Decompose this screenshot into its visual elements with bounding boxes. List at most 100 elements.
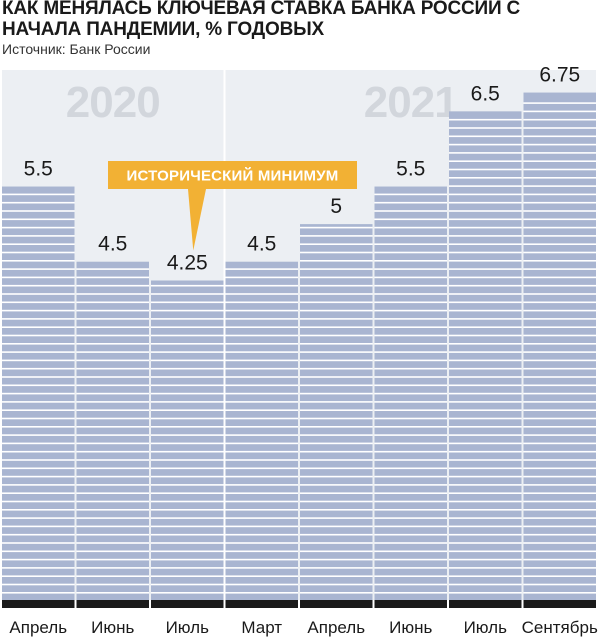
bar-2-stripe bbox=[76, 575, 149, 577]
bar-7-stripe bbox=[449, 226, 522, 229]
bar-1-stripe bbox=[2, 359, 75, 362]
bar-7-stripe bbox=[449, 459, 522, 461]
bar-4-stripe bbox=[225, 517, 298, 519]
baseline-segment-1 bbox=[2, 600, 75, 608]
bar-3-stripe bbox=[151, 392, 224, 395]
bar-3-stripe bbox=[151, 575, 224, 577]
bar-7-stripe bbox=[449, 243, 522, 245]
value-label-8: 6.75 bbox=[539, 64, 580, 87]
bar-2-stripe bbox=[76, 351, 149, 353]
bar-6-stripe bbox=[374, 525, 447, 528]
bar-6-stripe bbox=[374, 409, 447, 411]
bar-5-stripe bbox=[300, 359, 373, 362]
bar-5-stripe bbox=[300, 367, 373, 370]
bar-7-stripe bbox=[449, 251, 522, 254]
bar-8-stripe bbox=[523, 143, 596, 146]
bar-4-stripe bbox=[225, 583, 298, 586]
bar-1-stripe bbox=[2, 459, 75, 461]
baseline-segment-3 bbox=[151, 600, 224, 608]
bar-1-stripe bbox=[2, 301, 75, 304]
bar-7-stripe bbox=[449, 542, 522, 544]
bar-1-stripe bbox=[2, 525, 75, 528]
category-label-1: Апрель bbox=[9, 618, 67, 637]
bar-4-stripe bbox=[225, 426, 298, 428]
bar-8-stripe bbox=[523, 450, 596, 453]
bar-3-stripe bbox=[151, 293, 224, 295]
bar-4-stripe bbox=[225, 351, 298, 353]
bar-8-stripe bbox=[523, 558, 596, 561]
bar-1-stripe bbox=[2, 260, 75, 262]
bar-8 bbox=[523, 92, 596, 600]
bar-5-stripe bbox=[300, 243, 373, 245]
bar-8-stripe bbox=[523, 177, 596, 179]
bar-2-stripe bbox=[76, 376, 149, 378]
bar-1-stripe bbox=[2, 500, 75, 503]
bar-1-stripe bbox=[2, 484, 75, 486]
bar-8-stripe bbox=[523, 218, 596, 221]
bar-2-stripe bbox=[76, 517, 149, 519]
bar-7-stripe bbox=[449, 351, 522, 353]
bar-1-stripe bbox=[2, 475, 75, 478]
bar-6-stripe bbox=[374, 533, 447, 536]
bar-3-stripe bbox=[151, 459, 224, 461]
bar-5-stripe bbox=[300, 475, 373, 478]
bar-7-stripe bbox=[449, 143, 522, 146]
bar-5-stripe bbox=[300, 293, 373, 295]
bar-6-stripe bbox=[374, 417, 447, 420]
bar-4-stripe bbox=[225, 392, 298, 395]
bar-3-stripe bbox=[151, 309, 224, 312]
bar-6-stripe bbox=[374, 558, 447, 561]
bar-8-stripe bbox=[523, 118, 596, 121]
bar-1-stripe bbox=[2, 467, 75, 470]
baseline-segment-8 bbox=[523, 600, 596, 608]
bar-4-stripe bbox=[225, 276, 298, 279]
bar-8-stripe bbox=[523, 334, 596, 337]
bar-8-stripe bbox=[523, 326, 596, 328]
bar-8-stripe bbox=[523, 550, 596, 553]
bar-4-stripe bbox=[225, 459, 298, 461]
bar-2-stripe bbox=[76, 309, 149, 312]
bar-8-stripe bbox=[523, 251, 596, 254]
bar-3-stripe bbox=[151, 492, 224, 494]
bar-8-stripe bbox=[523, 417, 596, 420]
bar-4-stripe bbox=[225, 575, 298, 577]
callout-box bbox=[108, 161, 357, 189]
bar-3-stripe bbox=[151, 401, 224, 403]
bar-4-stripe bbox=[225, 326, 298, 328]
bar-1-stripe bbox=[2, 235, 75, 237]
category-label-8: Сентябрь bbox=[522, 618, 598, 637]
bar-1-stripe bbox=[2, 268, 75, 270]
bar-2-stripe bbox=[76, 533, 149, 536]
bar-8-stripe bbox=[523, 575, 596, 577]
bar-6-stripe bbox=[374, 500, 447, 503]
bar-5-stripe bbox=[300, 434, 373, 436]
bar-4-stripe bbox=[225, 558, 298, 561]
value-label-2: 4.5 bbox=[98, 233, 127, 256]
bar-3-stripe bbox=[151, 475, 224, 478]
bar-7-stripe bbox=[449, 127, 522, 129]
bar-3-stripe bbox=[151, 301, 224, 304]
bar-3-stripe bbox=[151, 450, 224, 453]
bar-1-stripe bbox=[2, 251, 75, 254]
bar-8-stripe bbox=[523, 434, 596, 436]
bar-8-stripe bbox=[523, 392, 596, 395]
bar-8-stripe bbox=[523, 509, 596, 511]
bar-5-stripe bbox=[300, 484, 373, 486]
bar-8-stripe bbox=[523, 201, 596, 204]
bar-8-stripe bbox=[523, 185, 596, 187]
bar-7-stripe bbox=[449, 467, 522, 470]
bar-4-stripe bbox=[225, 592, 298, 594]
bar-5-stripe bbox=[300, 492, 373, 494]
bar-1-stripe bbox=[2, 509, 75, 511]
bar-1-stripe bbox=[2, 583, 75, 586]
bar-6-stripe bbox=[374, 376, 447, 378]
bar-5-stripe bbox=[300, 384, 373, 387]
bar-2-stripe bbox=[76, 343, 149, 345]
bar-8-stripe bbox=[523, 525, 596, 528]
bar-7-stripe bbox=[449, 409, 522, 411]
bar-5-stripe bbox=[300, 467, 373, 470]
bar-1-stripe bbox=[2, 450, 75, 453]
bar-7-stripe bbox=[449, 334, 522, 337]
bar-4-stripe bbox=[225, 367, 298, 370]
bar-2-stripe bbox=[76, 567, 149, 569]
